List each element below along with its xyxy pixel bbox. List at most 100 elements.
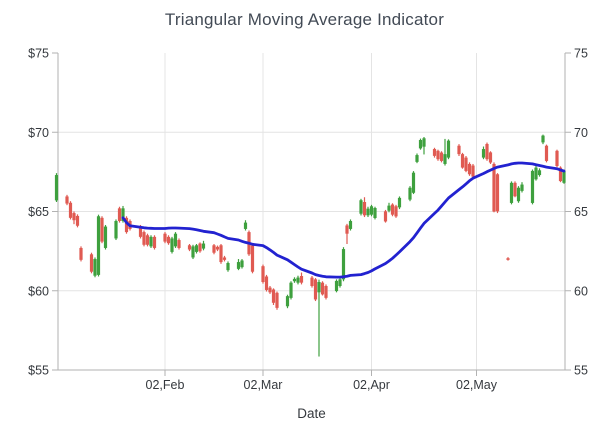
candle[interactable] — [520, 182, 524, 193]
candle[interactable] — [194, 243, 199, 254]
candle[interactable] — [243, 220, 248, 231]
tma-line[interactable] — [121, 161, 566, 279]
candle[interactable] — [72, 211, 76, 225]
candle[interactable] — [348, 219, 353, 231]
candle[interactable] — [268, 285, 272, 294]
candle[interactable] — [261, 264, 265, 284]
candle[interactable] — [114, 219, 118, 241]
candle[interactable] — [481, 146, 486, 160]
candle[interactable] — [492, 162, 496, 213]
candle[interactable] — [516, 186, 521, 203]
candle[interactable] — [145, 233, 150, 247]
candle[interactable] — [149, 235, 153, 248]
candle[interactable] — [240, 259, 244, 269]
candle[interactable] — [509, 181, 514, 205]
candle[interactable] — [100, 216, 104, 244]
candle[interactable] — [383, 209, 388, 223]
candle[interactable] — [201, 240, 206, 251]
candle[interactable] — [264, 274, 269, 292]
candle[interactable] — [187, 243, 192, 252]
candle[interactable] — [436, 149, 440, 161]
candle[interactable] — [299, 272, 304, 285]
candle[interactable] — [373, 206, 377, 220]
candle[interactable] — [124, 216, 129, 234]
candle[interactable] — [296, 275, 300, 285]
candle[interactable] — [54, 173, 59, 202]
candle[interactable] — [96, 214, 101, 277]
candle[interactable] — [320, 281, 325, 296]
candle[interactable] — [222, 255, 227, 262]
tma-indicator[interactable] — [121, 161, 566, 279]
candle[interactable] — [292, 277, 297, 283]
candle[interactable] — [250, 243, 255, 274]
candle[interactable] — [103, 224, 108, 250]
candle[interactable] — [313, 278, 318, 302]
candle[interactable] — [226, 261, 230, 272]
candle[interactable] — [362, 197, 367, 218]
candle[interactable] — [415, 153, 419, 164]
candle[interactable] — [467, 162, 472, 176]
candle[interactable] — [163, 232, 167, 244]
candle[interactable] — [397, 196, 402, 210]
candle[interactable] — [411, 171, 416, 195]
candle[interactable] — [79, 246, 83, 262]
candle[interactable] — [93, 257, 97, 278]
candle[interactable] — [366, 206, 370, 218]
candle[interactable] — [215, 245, 220, 252]
candle[interactable] — [198, 242, 202, 253]
candlestick-series[interactable] — [54, 134, 566, 357]
candle[interactable] — [485, 142, 489, 161]
candle[interactable] — [439, 151, 444, 163]
candle[interactable] — [271, 288, 276, 306]
candle[interactable] — [471, 163, 475, 179]
candle[interactable] — [387, 202, 391, 213]
candle[interactable] — [89, 252, 94, 274]
candle[interactable] — [394, 204, 398, 218]
candle[interactable] — [457, 144, 461, 157]
candle[interactable] — [324, 284, 328, 300]
candle[interactable] — [534, 163, 538, 181]
candle[interactable] — [68, 201, 73, 220]
candle[interactable] — [544, 144, 549, 163]
candle[interactable] — [537, 168, 542, 177]
candle[interactable] — [152, 235, 157, 250]
candle[interactable] — [345, 223, 349, 244]
candle[interactable] — [117, 206, 122, 223]
candle[interactable] — [359, 198, 363, 216]
candle[interactable] — [495, 173, 500, 214]
candle[interactable] — [422, 137, 426, 155]
candle[interactable] — [310, 276, 314, 288]
candle[interactable] — [446, 139, 451, 160]
candle[interactable] — [285, 294, 290, 309]
candle[interactable] — [418, 138, 423, 150]
candle[interactable] — [275, 291, 279, 310]
candle[interactable] — [408, 186, 412, 202]
candle[interactable] — [513, 181, 517, 198]
candle[interactable] — [166, 235, 171, 245]
candle[interactable] — [488, 151, 493, 164]
candle[interactable] — [317, 279, 321, 357]
candle[interactable] — [443, 138, 447, 166]
candle[interactable] — [142, 230, 146, 247]
candle[interactable] — [432, 147, 437, 158]
candle[interactable] — [177, 238, 181, 250]
candle[interactable] — [212, 243, 216, 255]
candle[interactable] — [191, 244, 195, 260]
candle[interactable] — [460, 152, 465, 169]
candle[interactable] — [338, 277, 342, 288]
candle[interactable] — [334, 279, 339, 293]
candle[interactable] — [506, 257, 510, 261]
candle[interactable] — [75, 214, 80, 228]
candle[interactable] — [170, 236, 174, 254]
candle[interactable] — [65, 194, 69, 206]
candle[interactable] — [369, 204, 374, 217]
candle[interactable] — [173, 232, 178, 248]
candle[interactable] — [219, 243, 223, 264]
candle[interactable] — [289, 281, 293, 300]
candle[interactable] — [530, 169, 535, 205]
candle[interactable] — [390, 203, 395, 217]
candle[interactable] — [541, 134, 545, 145]
candle[interactable] — [236, 259, 241, 271]
candle[interactable] — [464, 156, 468, 173]
